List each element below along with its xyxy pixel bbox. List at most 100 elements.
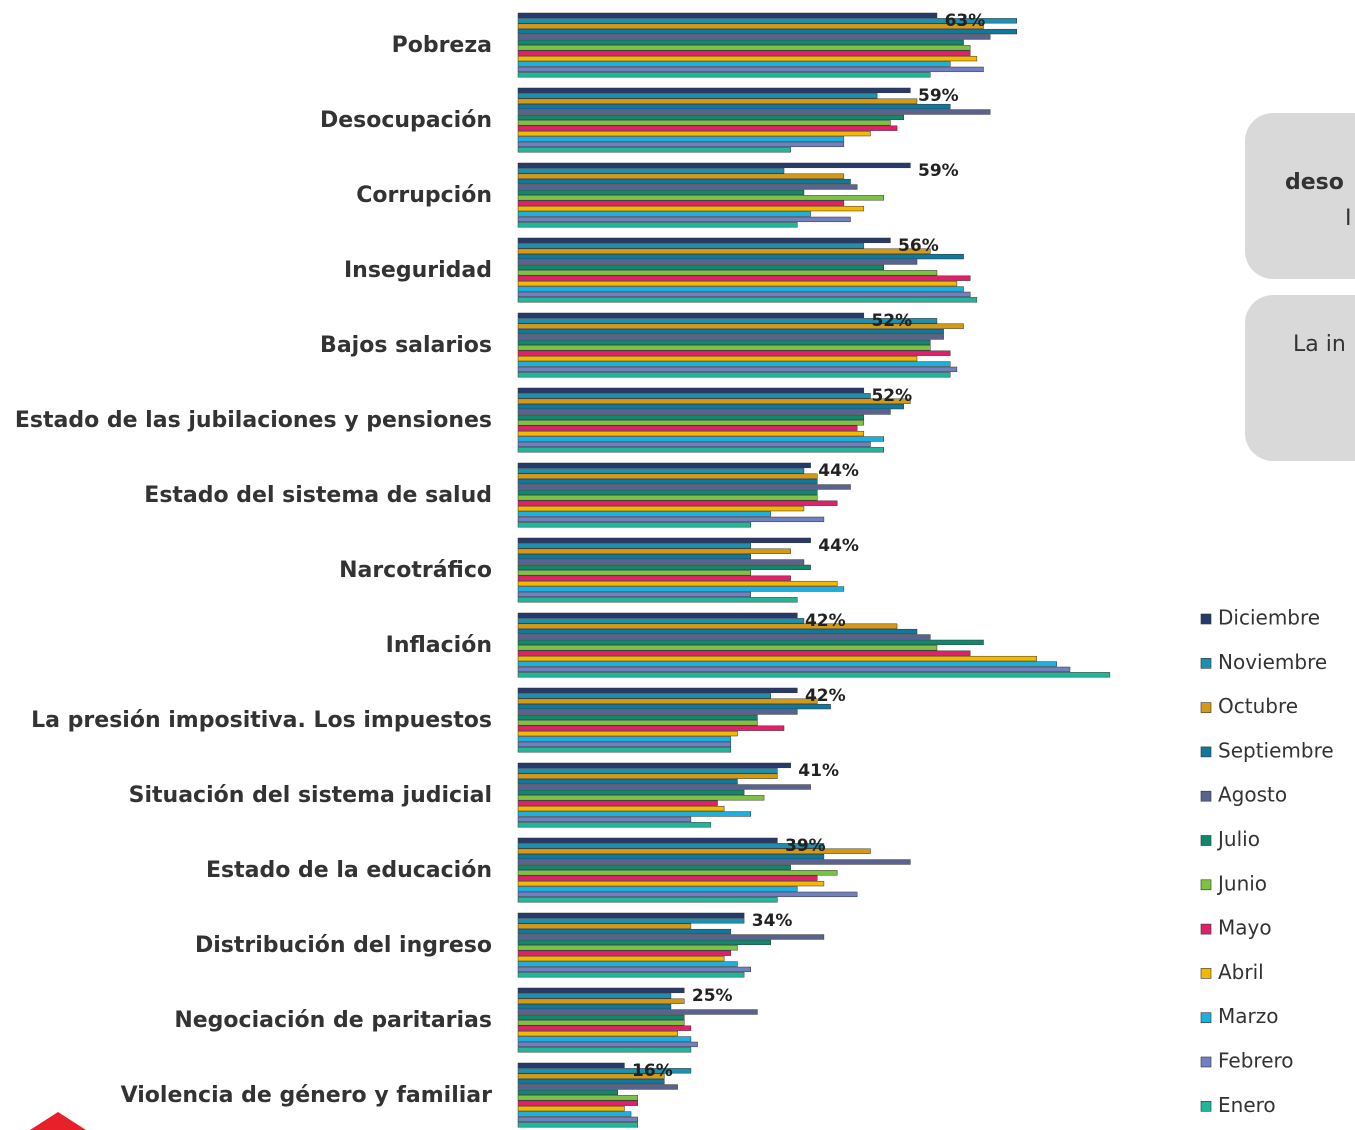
bar (517, 409, 891, 415)
bar (517, 189, 805, 196)
bar (517, 628, 918, 635)
value-label: 16% (632, 1061, 673, 1081)
bar (517, 484, 851, 490)
bar (517, 125, 898, 131)
category-label: Pobreza (392, 33, 492, 58)
bar (517, 195, 884, 201)
bar (517, 366, 958, 373)
bar (517, 853, 825, 860)
bar (517, 634, 931, 640)
bar (517, 184, 858, 190)
bar (517, 714, 758, 721)
bar (517, 72, 931, 78)
bar (517, 543, 751, 549)
bar (517, 955, 725, 962)
bar (517, 12, 938, 19)
bar (517, 23, 984, 29)
bar (517, 478, 818, 485)
legend-label: Mayo (1218, 916, 1272, 940)
bar (517, 489, 818, 496)
bar (517, 372, 951, 378)
bar (517, 805, 725, 812)
bar (517, 505, 805, 512)
bar (517, 270, 938, 276)
value-label: 59% (918, 86, 959, 106)
category-label: Narcotráfico (339, 558, 492, 583)
bar (517, 934, 825, 940)
bar (517, 103, 951, 110)
bar (517, 495, 818, 501)
legend-label: Septiembre (1218, 738, 1334, 762)
bar (517, 811, 751, 817)
bar (517, 741, 732, 748)
bar (517, 147, 791, 153)
bar (517, 720, 758, 726)
bar (517, 875, 818, 881)
bar (517, 114, 904, 121)
value-label: 34% (752, 911, 793, 931)
bar (517, 1122, 638, 1128)
bar (517, 355, 918, 362)
bar (517, 618, 805, 624)
bar (517, 575, 791, 581)
bar (517, 773, 778, 779)
bar (517, 462, 811, 469)
bar (517, 880, 825, 887)
bar (517, 328, 944, 335)
bar (517, 61, 951, 67)
bar (517, 178, 851, 185)
bar (517, 259, 918, 265)
bar (517, 1020, 685, 1026)
value-label: 52% (871, 311, 912, 331)
bar (517, 837, 778, 844)
bar (517, 800, 718, 806)
category-label: Negociación de paritarias (174, 1008, 492, 1033)
category-label: Situación del sistema judicial (129, 783, 492, 808)
legend-label: Julio (1216, 827, 1260, 851)
category-label: Distribución del ingreso (195, 933, 492, 958)
callout-box (1245, 113, 1355, 279)
category-label: Desocupación (320, 108, 492, 133)
category-label: La presión impositiva. Los impuestos (31, 708, 492, 733)
bar (517, 1014, 685, 1021)
bar (517, 18, 1017, 24)
value-label: 41% (798, 761, 839, 781)
category-label: Estado de las jubilaciones y pensiones (15, 408, 492, 433)
bar (517, 323, 964, 329)
value-label: 42% (805, 611, 846, 631)
bar (517, 1084, 678, 1090)
bar (517, 468, 805, 474)
bar (517, 1095, 638, 1101)
legend-swatch (1200, 790, 1212, 802)
bar (517, 961, 738, 967)
bar (517, 211, 811, 217)
callout-text: deso (1285, 170, 1344, 195)
bar (517, 918, 745, 924)
bar (517, 414, 865, 421)
legend-swatch (1200, 657, 1212, 669)
legend-swatch (1200, 835, 1212, 846)
bar (517, 312, 865, 319)
bar (517, 950, 732, 956)
bar (517, 912, 745, 919)
bar (517, 789, 745, 796)
bar (517, 168, 785, 174)
bar (517, 253, 964, 260)
category-label: Bajos salarios (320, 333, 492, 358)
bar (517, 66, 984, 73)
value-label: 25% (692, 986, 733, 1006)
bar (517, 597, 798, 603)
legend-swatch (1200, 1101, 1212, 1112)
legend-label: Diciembre (1218, 606, 1320, 630)
bar (517, 709, 798, 715)
legend-swatch (1200, 1012, 1212, 1024)
value-label: 63% (945, 11, 986, 31)
bar (517, 1047, 692, 1053)
bar (517, 897, 778, 903)
bar (517, 393, 871, 399)
legend-swatch (1200, 968, 1212, 979)
bar (517, 886, 798, 892)
bar (517, 1062, 625, 1069)
legend-label: Octubre (1218, 694, 1298, 718)
bar (517, 859, 911, 865)
